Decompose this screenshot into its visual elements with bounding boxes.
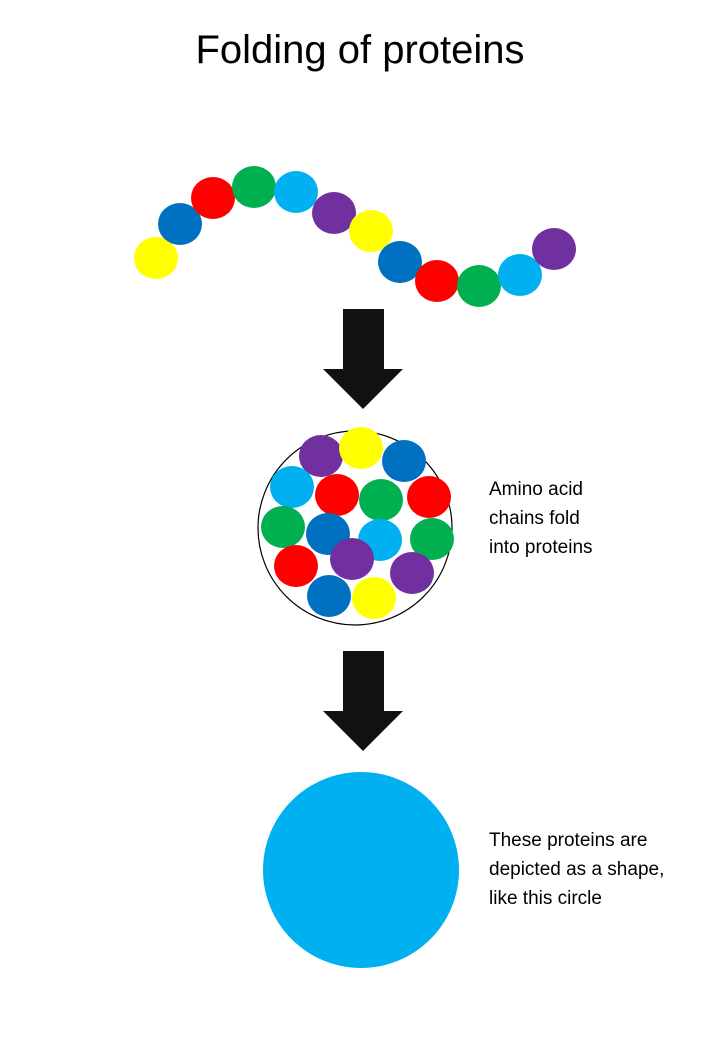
- folded-protein-cluster: [257, 427, 454, 626]
- chain-bead: [274, 171, 318, 213]
- chain-bead: [457, 265, 501, 307]
- caption-fold-line-1: Amino acid: [489, 479, 583, 500]
- chain-bead: [191, 177, 235, 219]
- folded-bead: [274, 545, 318, 587]
- folded-bead: [261, 506, 305, 548]
- folded-bead: [299, 435, 343, 477]
- chain-bead: [312, 192, 356, 234]
- folded-bead: [407, 476, 451, 518]
- caption-shape-line-2: depicted as a shape,: [489, 859, 665, 880]
- chain-bead: [498, 254, 542, 296]
- folded-bead: [382, 440, 426, 482]
- chain-bead: [232, 166, 276, 208]
- caption-fold: Amino acid chains fold into proteins: [489, 475, 593, 562]
- folded-bead: [410, 518, 454, 560]
- protein-shape-circle: [263, 772, 459, 968]
- folded-bead: [390, 552, 434, 594]
- chain-bead: [134, 237, 178, 279]
- folded-bead: [270, 466, 314, 508]
- folded-bead: [359, 479, 403, 521]
- chain-bead: [532, 228, 576, 270]
- down-arrow-icon: [323, 309, 403, 409]
- folded-bead: [307, 575, 351, 617]
- chain-bead: [158, 203, 202, 245]
- folded-bead: [339, 427, 383, 469]
- down-arrow-icon: [323, 651, 403, 751]
- caption-shape-line-1: These proteins are: [489, 830, 648, 851]
- amino-acid-chain: [134, 166, 576, 307]
- caption-fold-line-2: chains fold: [489, 508, 580, 529]
- page-title: Folding of proteins: [195, 28, 525, 72]
- caption-shape: These proteins are depicted as a shape, …: [489, 826, 664, 913]
- folded-bead: [330, 538, 374, 580]
- caption-fold-line-3: into proteins: [489, 537, 593, 558]
- chain-bead: [415, 260, 459, 302]
- chain-bead: [378, 241, 422, 283]
- folded-bead: [352, 577, 396, 619]
- chain-bead: [349, 210, 393, 252]
- caption-shape-line-3: like this circle: [489, 888, 602, 909]
- folded-bead: [315, 474, 359, 516]
